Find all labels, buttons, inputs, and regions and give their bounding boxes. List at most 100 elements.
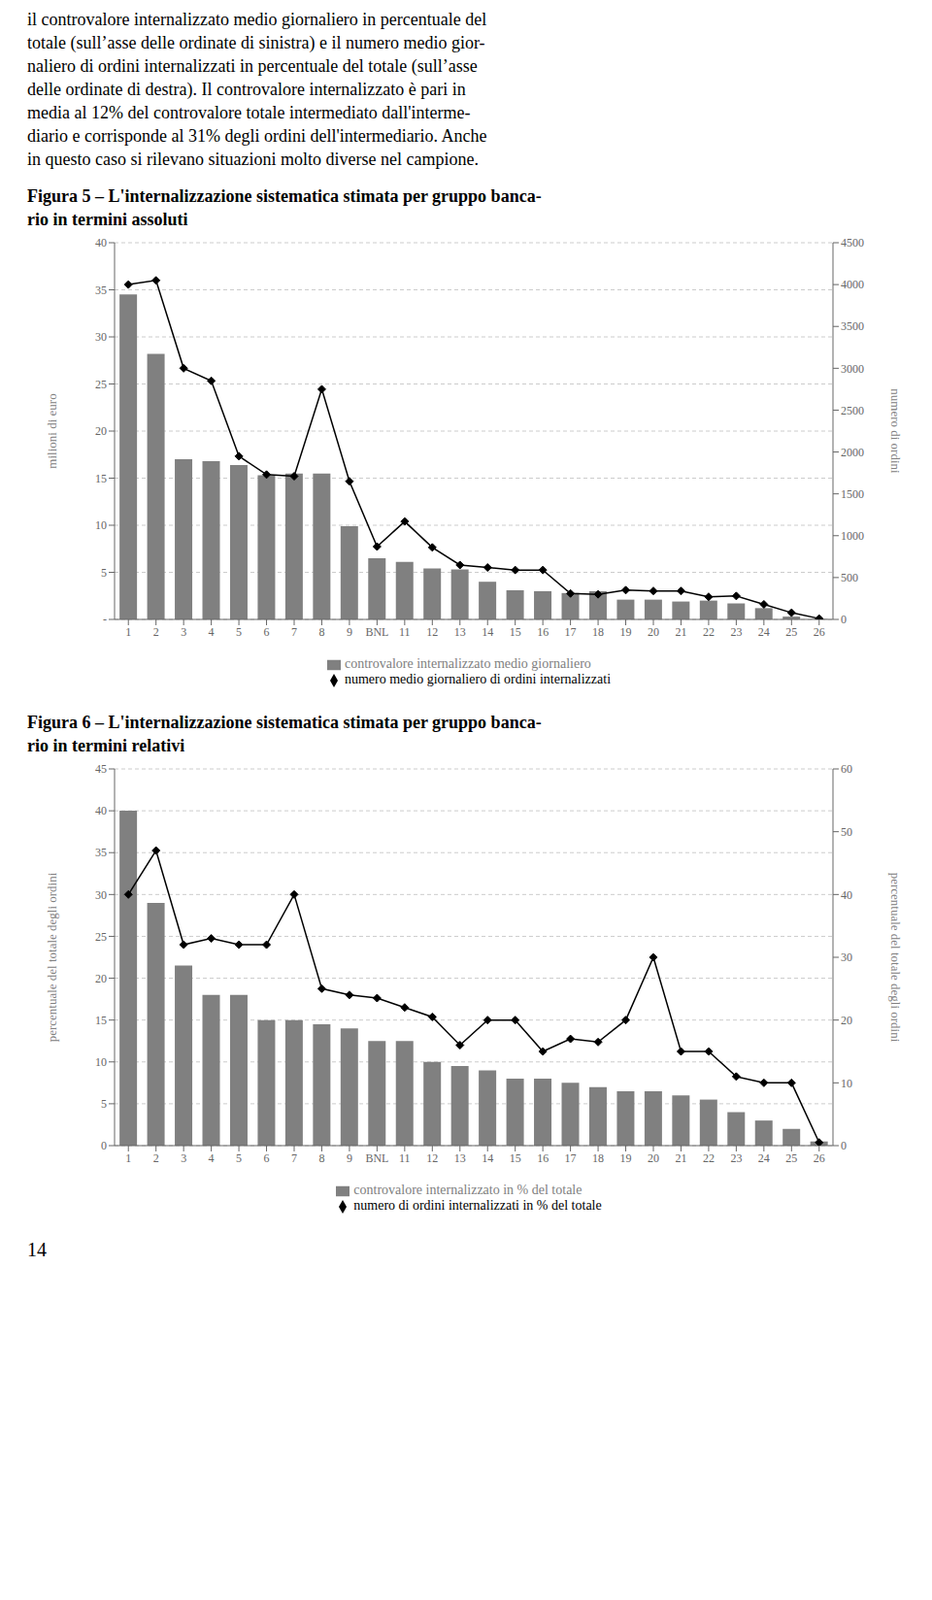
svg-text:19: 19 <box>620 1151 633 1165</box>
svg-text:5: 5 <box>235 625 242 639</box>
svg-text:45: 45 <box>95 762 107 776</box>
svg-text:11: 11 <box>399 1151 411 1165</box>
svg-text:2: 2 <box>153 625 160 639</box>
svg-text:30: 30 <box>95 888 107 902</box>
svg-text:20: 20 <box>647 625 660 639</box>
svg-text:numero di ordini: numero di ordini <box>888 388 903 474</box>
svg-text:0: 0 <box>100 1138 107 1153</box>
svg-text:22: 22 <box>702 1151 715 1165</box>
svg-text:26: 26 <box>813 1151 826 1165</box>
svg-text:15: 15 <box>509 625 522 639</box>
html-text:rio in termini relativi: rio in termini relativi <box>27 735 185 756</box>
svg-text:16: 16 <box>536 625 549 639</box>
svg-text:25: 25 <box>785 625 798 639</box>
html-text:Figura 6 – L'internalizzazione: Figura 6 – L'internalizzazione sistemati… <box>27 712 542 733</box>
svg-text:7: 7 <box>291 1151 298 1165</box>
svg-text:25: 25 <box>95 377 107 392</box>
svg-text:1500: 1500 <box>840 487 865 501</box>
svg-text:20: 20 <box>840 1013 853 1028</box>
svg-text:18: 18 <box>592 1151 604 1165</box>
svg-text:1: 1 <box>125 1151 132 1165</box>
svg-text:25: 25 <box>95 930 107 944</box>
svg-text:35: 35 <box>95 845 107 860</box>
svg-text:milioni di euro: milioni di euro <box>44 393 60 468</box>
svg-text:percentuale del totale degli o: percentuale del totale degli ordini <box>44 871 60 1042</box>
svg-text:35: 35 <box>95 283 107 298</box>
svg-text:8: 8 <box>318 1151 325 1165</box>
svg-text:percentuale del totale degli o: percentuale del totale degli ordini <box>888 872 903 1043</box>
svg-text:7: 7 <box>291 625 298 639</box>
svg-text:12: 12 <box>426 625 438 639</box>
svg-text:2500: 2500 <box>840 403 865 418</box>
svg-text:10: 10 <box>840 1076 853 1091</box>
svg-text:5: 5 <box>100 565 107 580</box>
svg-text:20: 20 <box>95 424 107 438</box>
svg-text:3: 3 <box>180 625 187 639</box>
svg-text:13: 13 <box>454 625 466 639</box>
svg-text:15: 15 <box>95 1013 107 1028</box>
svg-text:25: 25 <box>785 1151 798 1165</box>
svg-text:4: 4 <box>208 1151 215 1165</box>
svg-text:21: 21 <box>674 625 687 639</box>
svg-text:18: 18 <box>592 625 604 639</box>
svg-text:23: 23 <box>730 625 742 639</box>
svg-text:26: 26 <box>813 625 826 639</box>
html-text:delle ordinate di destra). Il: delle ordinate di destra). Il controvalo… <box>27 79 466 100</box>
svg-text:21: 21 <box>674 1151 687 1165</box>
svg-text:6: 6 <box>264 625 270 639</box>
svg-text:23: 23 <box>730 1151 742 1165</box>
html-text:naliero di ordini internalizza: naliero di ordini internalizzati in perc… <box>27 56 478 76</box>
svg-text:5: 5 <box>100 1097 107 1111</box>
svg-text:3: 3 <box>180 1151 187 1165</box>
svg-text:4500: 4500 <box>840 235 865 250</box>
svg-text:40: 40 <box>95 235 107 250</box>
html-text:totale (sull’asse delle ordina: totale (sull’asse delle ordinate di sini… <box>27 33 485 53</box>
svg-text:-: - <box>102 612 107 627</box>
svg-text:3500: 3500 <box>840 319 865 333</box>
svg-text:24: 24 <box>758 1151 770 1165</box>
svg-text:BNL: BNL <box>365 1151 389 1165</box>
svg-text:14: 14 <box>481 625 494 639</box>
svg-text:500: 500 <box>840 570 859 585</box>
svg-text:40: 40 <box>95 803 107 818</box>
svg-text:9: 9 <box>346 625 353 639</box>
svg-text:0: 0 <box>840 612 847 627</box>
svg-text:17: 17 <box>565 1151 577 1165</box>
svg-text:5: 5 <box>235 1151 242 1165</box>
svg-text:30: 30 <box>95 330 107 344</box>
svg-text:17: 17 <box>565 625 577 639</box>
svg-text:60: 60 <box>840 762 853 776</box>
svg-text:0: 0 <box>840 1138 847 1153</box>
svg-text:2000: 2000 <box>840 445 865 460</box>
svg-text:8: 8 <box>318 625 325 639</box>
svg-text:10: 10 <box>95 518 107 533</box>
svg-text:1: 1 <box>125 625 132 639</box>
svg-text:13: 13 <box>454 1151 466 1165</box>
svg-text:6: 6 <box>264 1151 270 1165</box>
svg-text:10: 10 <box>95 1055 107 1069</box>
svg-text:15: 15 <box>509 1151 522 1165</box>
html-text:il controvalore internalizzato: il controvalore internalizzato medio gio… <box>27 9 487 30</box>
svg-text:16: 16 <box>536 1151 549 1165</box>
svg-text:9: 9 <box>346 1151 353 1165</box>
svg-text:11: 11 <box>399 625 411 639</box>
svg-text:4000: 4000 <box>840 277 865 292</box>
svg-text:BNL: BNL <box>365 625 389 639</box>
svg-text:15: 15 <box>95 471 107 486</box>
svg-text:50: 50 <box>840 825 853 839</box>
svg-text:3000: 3000 <box>840 362 865 376</box>
svg-text:14: 14 <box>481 1151 494 1165</box>
svg-text:22: 22 <box>702 625 715 639</box>
svg-text:2: 2 <box>153 1151 160 1165</box>
svg-text:24: 24 <box>758 625 770 639</box>
html-text:media al 12% del controvalore: media al 12% del controvalore totale int… <box>27 102 471 123</box>
svg-text:40: 40 <box>840 888 853 902</box>
svg-text:20: 20 <box>647 1151 660 1165</box>
html-text:rio in termini assoluti: rio in termini assoluti <box>27 209 188 230</box>
svg-text:20: 20 <box>95 971 107 986</box>
svg-text:19: 19 <box>620 625 633 639</box>
svg-text:12: 12 <box>426 1151 438 1165</box>
svg-text:4: 4 <box>208 625 215 639</box>
svg-text:1000: 1000 <box>840 529 865 543</box>
svg-text:30: 30 <box>840 950 853 965</box>
